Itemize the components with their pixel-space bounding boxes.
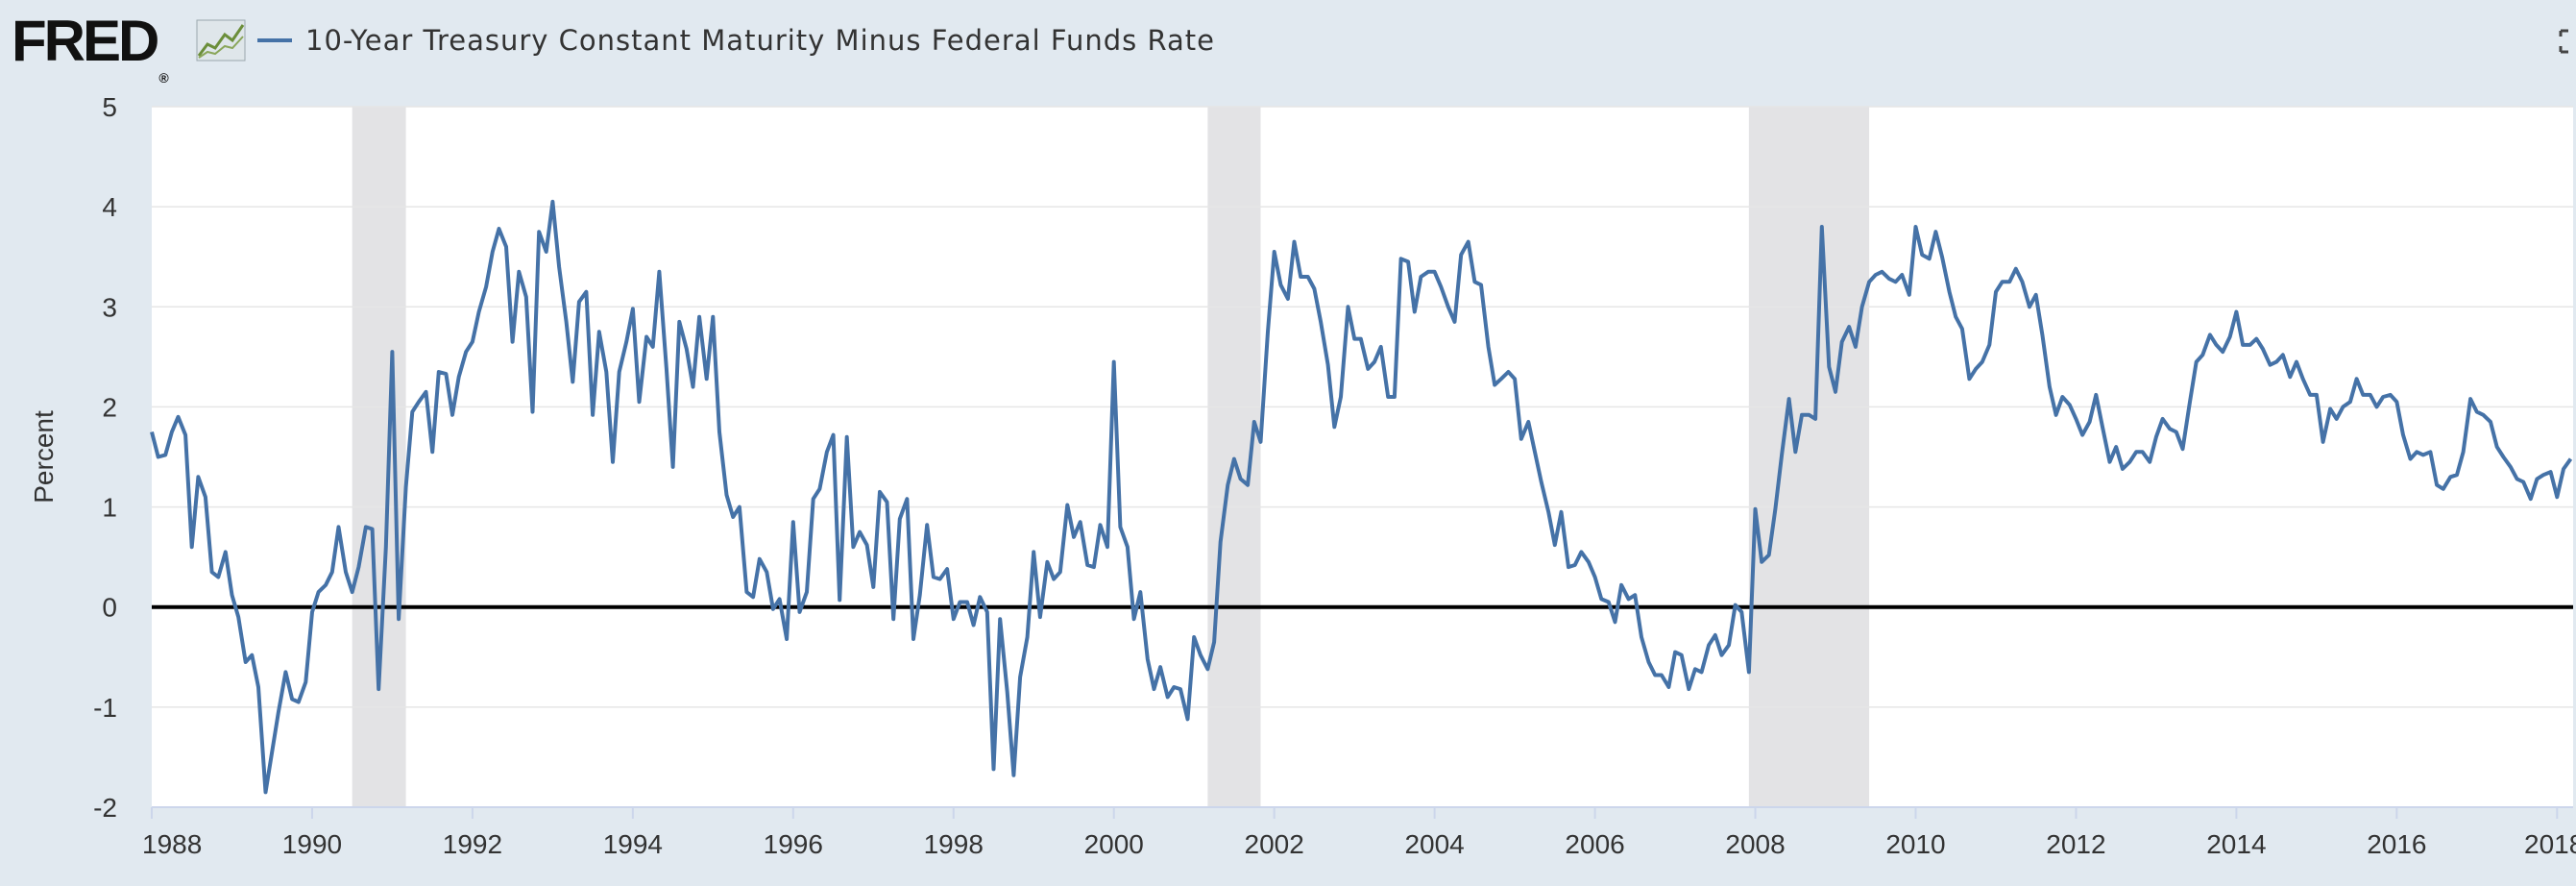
y-tick-label: 5 — [102, 92, 117, 122]
x-tick-label: 2014 — [2206, 829, 2266, 859]
plot-area — [152, 107, 2573, 807]
x-tick-label: 2016 — [2367, 829, 2426, 859]
chart-header: FRED® 10-Year Treasury Constant Maturity… — [0, 0, 2576, 86]
y-axis-title: Percent — [29, 410, 59, 504]
x-tick-label: 2004 — [1404, 829, 1464, 859]
x-tick-label: 2010 — [1885, 829, 1945, 859]
y-tick-label: 2 — [102, 392, 117, 422]
y-tick-label: 4 — [102, 192, 117, 222]
fred-logo-text: FRED — [12, 9, 159, 73]
x-tick-label: 1996 — [764, 829, 823, 859]
x-tick-label: 2002 — [1245, 829, 1304, 859]
x-tick-label: 1994 — [603, 829, 663, 859]
series-line — [150, 199, 2573, 795]
x-tick-label: 2018 — [2524, 829, 2576, 859]
recession-band — [1748, 107, 1870, 807]
x-tick-label: 1992 — [443, 829, 502, 859]
chart-title: 10-Year Treasury Constant Maturity Minus… — [305, 24, 1215, 57]
x-tick-label: 2008 — [1725, 829, 1785, 859]
y-tick-label: -1 — [93, 693, 117, 723]
y-tick-label: 0 — [102, 593, 117, 623]
x-tick-label: 2006 — [1565, 829, 1624, 859]
x-tick-label: 1998 — [924, 829, 984, 859]
recession-band — [352, 107, 406, 807]
y-tick-label: 3 — [102, 292, 117, 322]
x-tick-label: 2000 — [1084, 829, 1144, 859]
legend-swatch — [257, 38, 292, 42]
fred-logo-reg: ® — [158, 70, 169, 86]
fred-logo[interactable]: FRED® — [12, 8, 169, 86]
x-tick-label: 1988 — [142, 829, 202, 859]
y-tick-label: 1 — [102, 493, 117, 523]
recession-band — [1207, 107, 1261, 807]
x-tick-label: 2012 — [2046, 829, 2105, 859]
sparkline-icon — [196, 19, 246, 62]
x-tick-label: 1990 — [282, 829, 342, 859]
fullscreen-icon[interactable] — [2559, 29, 2576, 54]
y-tick-label: -2 — [93, 793, 117, 823]
